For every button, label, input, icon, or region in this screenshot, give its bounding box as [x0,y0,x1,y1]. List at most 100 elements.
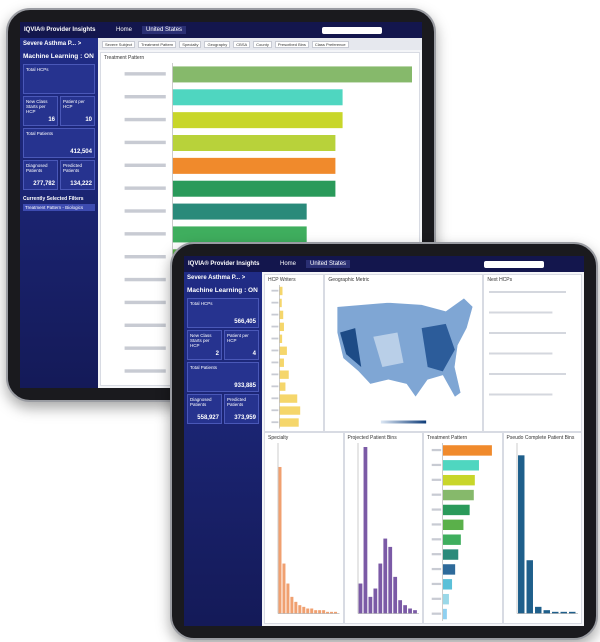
filter-chip[interactable]: Treatment Pattern [138,40,177,48]
ml-status: Machine Learning : ON [23,53,94,60]
kpi-card: Total Patients 933,885 [187,362,259,392]
category-label [431,567,442,570]
bar [392,576,397,613]
bar [442,474,475,485]
bar [306,608,310,613]
kpi-card: New Class Starts per HCP 2 [187,330,222,360]
header: IQVIA® Provider Insights Home United State… [184,256,584,272]
bar [442,459,479,471]
map-region [422,323,456,372]
filter-bar: Severe Subject Treatment Pattern Specialty… [98,38,422,50]
filter-chip[interactable]: County [253,40,272,48]
filter-tag: Treatment Pattern - Biologics [23,204,95,211]
panel: HCP Writers [264,274,325,432]
panel-title: Projected Patient Bins [347,434,397,441]
category-label [271,397,279,400]
panel-chart [337,297,474,424]
list-row [489,332,567,334]
category-label [431,463,442,466]
kpi-label: Total Patients [190,365,218,370]
bar [442,608,447,619]
panel: Specialty [264,431,344,624]
kpi-card: Total HCPs 566,405 [187,298,259,328]
back-tablet: IQVIA® Provider Insights Home United State… [6,8,436,402]
category-label [431,612,442,615]
kpi-card: Patient per HCP 4 [224,330,259,360]
category-label [431,552,442,555]
search-box[interactable] [484,260,544,268]
filter-chip[interactable]: Geography [204,40,231,48]
bar [302,606,306,613]
bar [551,611,558,613]
filter-chip[interactable]: CBSA [233,40,251,48]
category-label [431,522,442,526]
category-label [124,300,166,305]
bar [279,358,284,367]
kpi-label: Total HCPs [190,301,213,306]
category-label [124,369,166,373]
bar [172,226,307,243]
category-label [124,209,166,213]
panel: Geographic Metric [324,274,484,432]
bar [172,66,412,83]
category-label [271,361,279,364]
bar [314,609,318,613]
kpi-card: Diagnosed Patients 277,782 [23,160,58,190]
panel: Pseudo Complete Patient Bins [502,431,582,624]
filter-chip[interactable]: Prescribed Bins [274,40,309,48]
category-label [124,232,166,236]
category-label [431,478,442,481]
kpi-label: Predicted Patients [227,397,247,407]
category-label [124,186,166,190]
bar [279,370,289,379]
kpi-card: Total Patients 412,504 [23,128,95,158]
panel-chart [277,442,340,614]
filter-chip[interactable]: Specialty [179,40,202,48]
screen: IQVIA® Provider Insights Home United State… [184,256,584,626]
bar [334,611,338,613]
panel-title: Pseudo Complete Patient Bins [506,434,575,441]
kpi-label: Diagnosed Patients [26,163,48,173]
category-label [271,337,279,340]
bar [358,583,362,613]
project-name[interactable]: Severe Asthma P... > [187,275,246,281]
nav-home[interactable]: Home [280,261,297,267]
kpi-value: 558,927 [197,415,219,421]
country-select[interactable]: United States [142,26,187,34]
map-region [340,328,362,368]
filter-chip[interactable]: Class Preference [311,40,349,48]
bar [568,611,575,613]
category-label [431,537,442,540]
list-row [489,373,567,375]
header: IQVIA® Provider Insights Home United State… [20,22,422,38]
project-name[interactable]: Severe Asthma P... > [23,41,82,47]
bar [543,609,550,613]
map-region [373,332,404,368]
bar [377,563,382,613]
kpi-label: Patient per HCP [227,333,249,343]
kpi-card: Patient per HCP 10 [60,96,95,126]
category-label [431,507,442,511]
kpi-label: Diagnosed Patients [190,397,212,407]
bar [560,611,567,613]
panel-chart [489,291,567,396]
list-row [489,393,553,396]
nav-home[interactable]: Home [116,27,133,33]
category-label [271,313,279,316]
country-select[interactable]: United States [306,260,351,268]
brand: IQVIA® Provider Insights [24,27,96,33]
category-label [431,493,442,496]
bar [412,609,417,613]
category-label [124,277,166,282]
panel-title: Treatment Pattern [427,434,468,441]
kpi-card: New Class Starts per HCP 16 [23,96,58,126]
bar [279,394,298,403]
bar [397,599,402,613]
brand: IQVIA® Provider Insights [188,261,260,267]
bar [442,548,459,560]
us-map [337,297,474,398]
kpi-grid: Total HCPs 566,405 New Class Starts per HC… [187,298,259,424]
filter-chip[interactable]: Severe Subject [102,40,136,48]
search-box[interactable] [322,26,382,34]
bar [279,298,282,308]
